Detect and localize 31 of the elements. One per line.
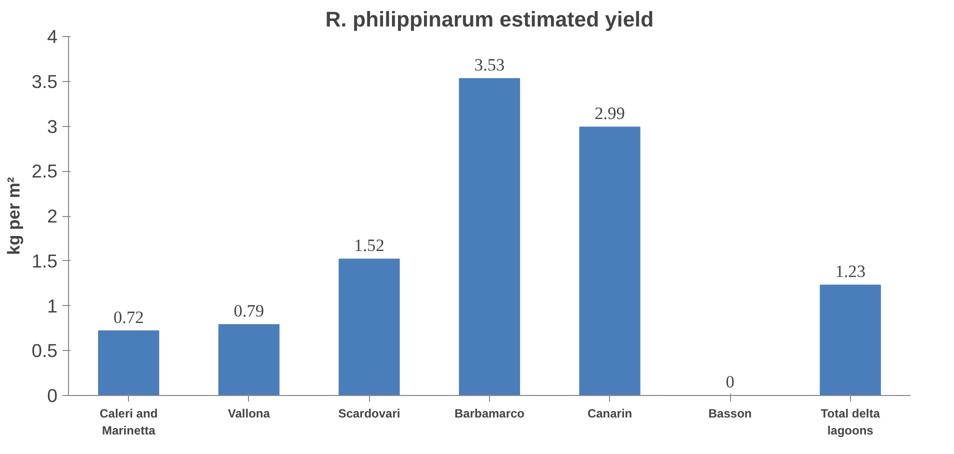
y-tick-label: 0.5 <box>32 340 58 362</box>
x-tick-label: Basson <box>708 406 752 420</box>
data-label: 1.52 <box>354 236 384 256</box>
chart-title: R. philippinarum estimated yield <box>325 8 654 32</box>
data-label: 1.23 <box>835 262 866 282</box>
data-label: 0.79 <box>234 302 264 321</box>
y-tick-label: 3.5 <box>32 70 58 92</box>
y-tick-label: 0 <box>47 385 58 406</box>
data-label: 2.99 <box>594 104 625 124</box>
bar <box>218 324 280 396</box>
x-tick-label: Vallona <box>228 406 270 420</box>
x-tick-label: Scardovari <box>338 406 400 420</box>
x-tick-label: Barbamarco <box>454 406 525 420</box>
data-label: 0.72 <box>113 308 144 327</box>
y-tick-label: 2 <box>47 206 58 226</box>
y-tick-label: 4 <box>47 26 58 47</box>
bar <box>338 258 400 396</box>
x-tick-label: Canarin <box>587 406 632 420</box>
x-tick-label: Caleri and Marinetta <box>100 406 158 438</box>
y-tick-label: 3 <box>47 116 58 137</box>
y-tick-label: 1 <box>47 295 58 316</box>
y-tick-label: 2.5 <box>32 160 58 182</box>
y-tick-label: 1.5 <box>32 250 58 272</box>
y-axis-title: kg per m² <box>4 176 24 255</box>
data-label: 0 <box>726 372 734 392</box>
bar <box>820 284 881 396</box>
bar <box>98 330 160 396</box>
x-tick-label: Total delta lagoons <box>820 406 880 438</box>
bar <box>458 78 520 396</box>
bar <box>579 126 640 396</box>
data-label: 3.53 <box>474 56 505 75</box>
